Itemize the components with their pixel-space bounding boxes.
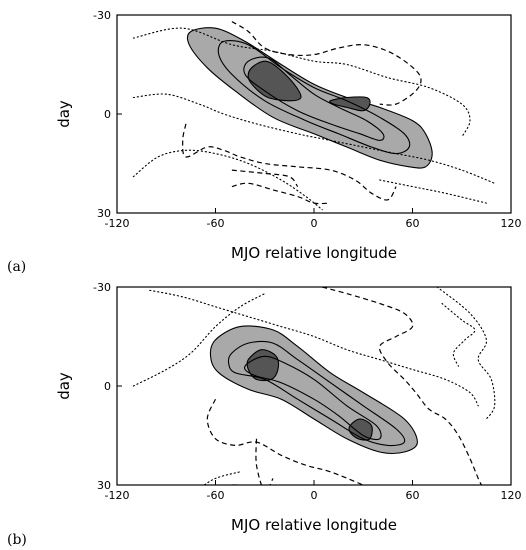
ticks-a: -120 -60 0 60 120 -30 0 30	[93, 9, 521, 230]
x-tick-label-a-4: 120	[501, 217, 522, 230]
solid-contour-b-0	[227, 340, 406, 447]
x-axis-label-a: MJO relative longitude	[231, 244, 397, 262]
y-tick-label-b-2: 30	[97, 479, 111, 492]
shaded-region-dark-a-0	[247, 60, 302, 102]
dotted-contour-b-2	[203, 471, 241, 485]
panel-label-a: (a)	[7, 259, 26, 275]
y-tick-label-a-0: -30	[93, 9, 111, 22]
solid-contour-a-0	[217, 40, 411, 155]
x-axis-label-b: MJO relative longitude	[231, 516, 397, 534]
y-tick-label-a-2: 30	[97, 207, 111, 220]
contour-layer-b	[132, 287, 496, 485]
x-tick-label-b-2: 0	[311, 489, 318, 502]
ticks-b: -120 -60 0 60 120 -30 0 30	[93, 281, 521, 502]
x-tick-label-b-4: 120	[501, 489, 522, 502]
contour-layer-a	[132, 21, 496, 211]
dashed-contour-b-6	[206, 398, 365, 485]
dashed-contour-b-7	[255, 438, 274, 485]
x-tick-label-b-1: -60	[207, 489, 225, 502]
dotted-contour-a-3	[379, 179, 487, 204]
plot-area-b	[132, 287, 496, 485]
x-tick-label-a-0: -120	[105, 217, 130, 230]
dashed-contour-a-7	[231, 169, 299, 187]
y-tick-label-b-1: 0	[104, 380, 111, 393]
dotted-contour-a-1	[132, 93, 496, 184]
dotted-contour-a-0	[132, 27, 471, 138]
dashed-contour-b-5	[322, 287, 483, 485]
plot-area-a	[132, 21, 496, 211]
x-tick-label-a-1: -60	[207, 217, 225, 230]
dotted-contour-a-2	[132, 149, 323, 211]
dashed-contour-a-6	[231, 182, 331, 205]
x-tick-label-b-0: -120	[105, 489, 130, 502]
dotted-contour-b-4	[441, 302, 476, 367]
y-axis-label-a: day	[55, 100, 73, 128]
y-axis-label-b: day	[55, 372, 73, 400]
solid-contour-b-1	[243, 355, 382, 441]
x-tick-label-b-3: 60	[406, 489, 420, 502]
dashed-contour-a-5	[182, 123, 397, 201]
dotted-contour-b-1	[132, 293, 266, 387]
dashed-contour-a-4	[231, 21, 422, 106]
panel-a: -120 -60 0 60 120 -30 0 30 MJO relative longitu…	[7, 9, 522, 275]
panel-b: -120 -60 0 60 120 -30 0 30 MJO relative longitu…	[7, 281, 522, 548]
shaded-region-light-b-0	[209, 325, 418, 454]
dotted-contour-b-0	[149, 289, 479, 407]
panel-label-b: (b)	[7, 532, 27, 548]
x-tick-label-a-2: 0	[311, 217, 318, 230]
dotted-contour-b-3	[436, 287, 496, 420]
solid-contour-a-1	[243, 56, 385, 141]
shaded-region-light-a-0	[186, 27, 433, 169]
x-tick-label-a-3: 60	[406, 217, 420, 230]
y-tick-label-b-0: -30	[93, 281, 111, 294]
y-tick-label-a-1: 0	[104, 108, 111, 121]
